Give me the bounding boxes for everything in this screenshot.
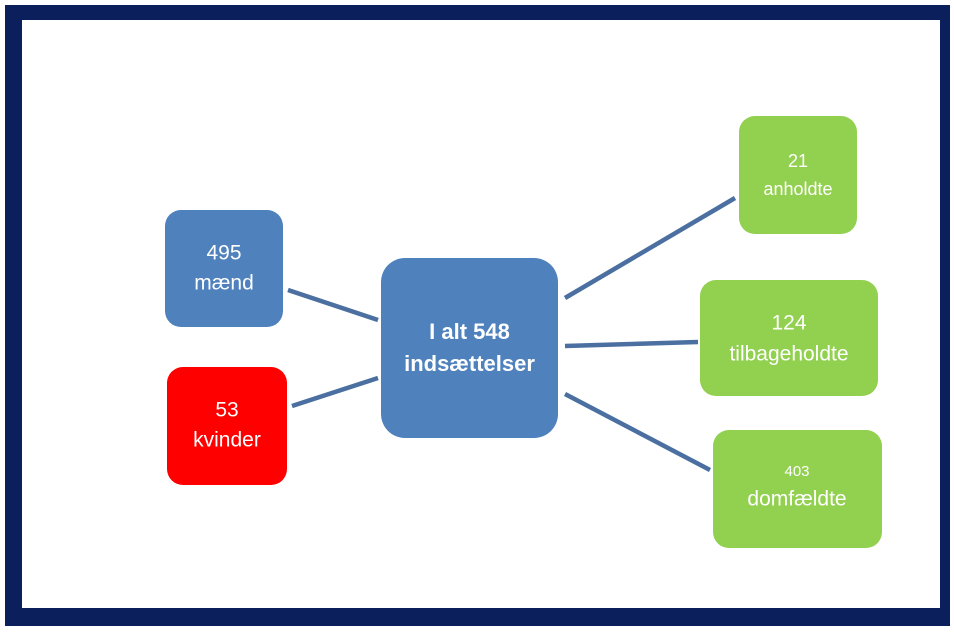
- node-text: I alt 548: [429, 319, 510, 344]
- connector: [564, 339, 699, 349]
- node-text: 403: [784, 463, 809, 480]
- node-text: 21: [788, 151, 808, 171]
- node-text: domfældte: [747, 488, 846, 511]
- node-maend: 495 mænd: [165, 210, 283, 327]
- node-domfaeldte: 403 domfældte: [713, 430, 882, 548]
- connector: [287, 287, 379, 323]
- node-anholdte: 21 anholdte: [739, 116, 857, 234]
- node-text: tilbageholdte: [729, 343, 848, 366]
- node-text: kvinder: [193, 429, 261, 452]
- node-text: 124: [771, 312, 806, 335]
- node-tilbageholdte: 124 tilbageholdte: [700, 280, 878, 396]
- node-box: [381, 258, 558, 438]
- node-box: [700, 280, 878, 396]
- node-text: 53: [215, 399, 238, 422]
- node-box: [713, 430, 882, 548]
- node-text: mænd: [194, 272, 254, 295]
- node-box: [739, 116, 857, 234]
- node-center: I alt 548 indsættelser: [381, 258, 558, 438]
- connector: [291, 375, 379, 409]
- node-text: anholdte: [763, 179, 832, 199]
- connector: [563, 392, 712, 472]
- node-box: [167, 367, 287, 485]
- connector: [563, 196, 737, 300]
- node-text: 495: [206, 242, 241, 265]
- node-kvinder: 53 kvinder: [167, 367, 287, 485]
- node-text: indsættelser: [404, 351, 535, 376]
- node-box: [165, 210, 283, 327]
